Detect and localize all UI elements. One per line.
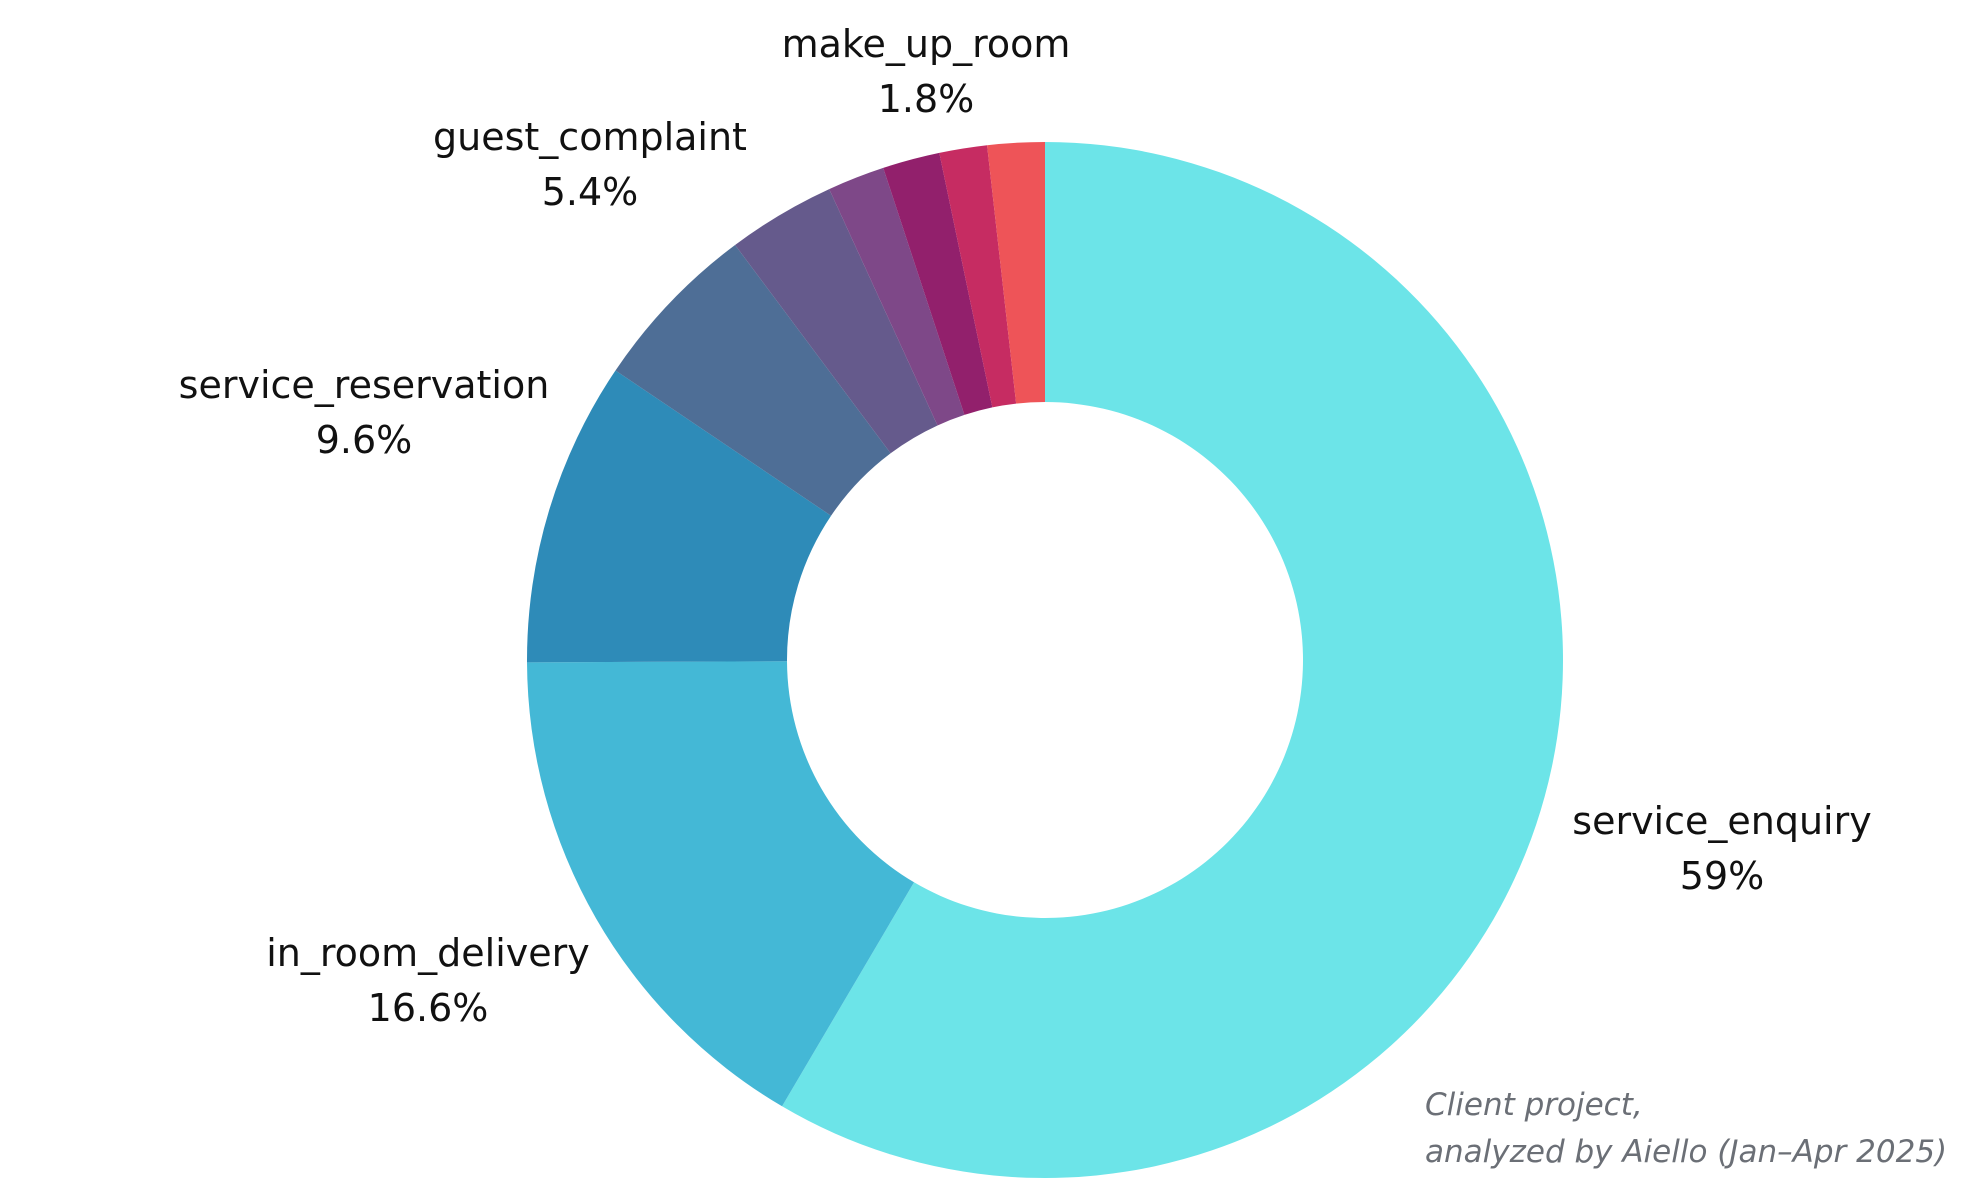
slice-label-guest_complaint: guest_complaint [433,115,747,159]
slice-value-in_room_delivery: 16.6% [368,986,489,1030]
slice-value-service_reservation: 9.6% [316,418,413,462]
credit-line-1: Client project, [1425,1087,1643,1123]
slice-label-service_enquiry: service_enquiry [1572,799,1871,843]
slice-value-make_up_room: 1.8% [878,77,975,121]
slice-service_enquiry [782,142,1563,1178]
slice-in_room_delivery [527,661,915,1107]
slice-service_reservation [527,370,832,663]
slice-label-make_up_room: make_up_room [782,22,1071,66]
slice-value-guest_complaint: 5.4% [542,170,639,214]
credit-line-2: analyzed by Aiello (Jan–Apr 2025) [1425,1134,1947,1170]
slice-segment-5 [829,167,965,426]
labels-group: service_enquiry 59% in_room_delivery 16.6% s… [179,22,1872,1030]
slice-value-service_enquiry: 59% [1680,854,1764,898]
slice-make_up_room [987,142,1045,404]
slice-segment-7 [939,145,1017,408]
slice-label-in_room_delivery: in_room_delivery [266,931,590,975]
slice-label-service_reservation: service_reservation [179,363,550,407]
slice-guest_complaint [615,244,891,516]
slices-group [527,142,1563,1178]
slice-segment-6 [883,152,993,415]
slice-segment-4 [735,189,938,454]
